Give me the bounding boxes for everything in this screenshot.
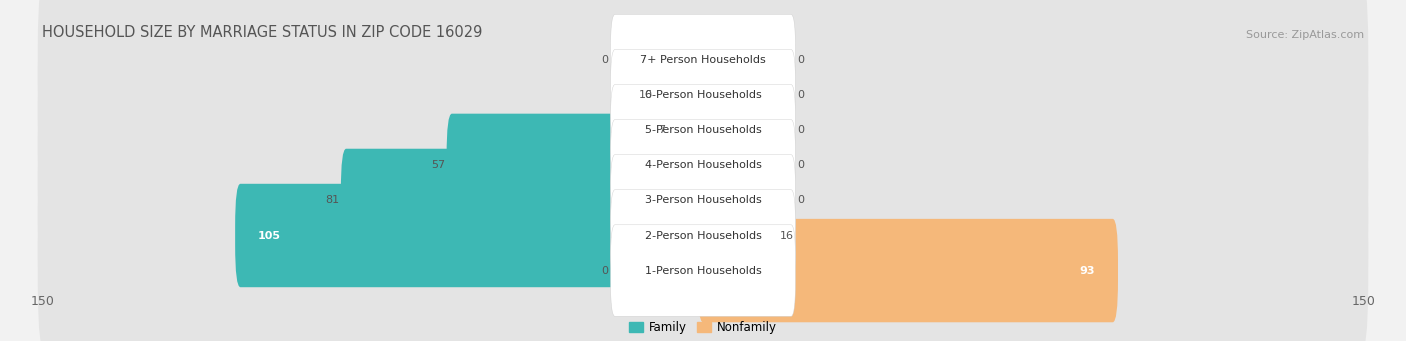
Text: 93: 93 bbox=[1080, 266, 1095, 276]
Text: 2-Person Households: 2-Person Households bbox=[644, 231, 762, 240]
FancyBboxPatch shape bbox=[38, 46, 1368, 215]
FancyBboxPatch shape bbox=[340, 149, 709, 252]
Text: 105: 105 bbox=[259, 231, 281, 240]
FancyBboxPatch shape bbox=[610, 190, 796, 281]
FancyBboxPatch shape bbox=[654, 44, 709, 147]
FancyBboxPatch shape bbox=[610, 120, 796, 211]
FancyBboxPatch shape bbox=[447, 114, 709, 217]
Text: 10: 10 bbox=[638, 90, 652, 100]
FancyBboxPatch shape bbox=[610, 155, 796, 246]
Text: 0: 0 bbox=[797, 160, 804, 170]
Text: 3-Person Households: 3-Person Households bbox=[644, 195, 762, 205]
FancyBboxPatch shape bbox=[38, 151, 1368, 320]
Text: 6-Person Households: 6-Person Households bbox=[644, 90, 762, 100]
Text: 4-Person Households: 4-Person Households bbox=[644, 160, 762, 170]
FancyBboxPatch shape bbox=[38, 186, 1368, 341]
Text: 0: 0 bbox=[797, 195, 804, 205]
Text: 0: 0 bbox=[602, 266, 609, 276]
Legend: Family, Nonfamily: Family, Nonfamily bbox=[624, 316, 782, 339]
Text: 0: 0 bbox=[797, 90, 804, 100]
Text: 16: 16 bbox=[780, 231, 794, 240]
FancyBboxPatch shape bbox=[610, 14, 796, 106]
FancyBboxPatch shape bbox=[38, 0, 1368, 145]
FancyBboxPatch shape bbox=[38, 116, 1368, 285]
Text: 0: 0 bbox=[797, 55, 804, 65]
Text: 7+ Person Households: 7+ Person Households bbox=[640, 55, 766, 65]
Text: HOUSEHOLD SIZE BY MARRIAGE STATUS IN ZIP CODE 16029: HOUSEHOLD SIZE BY MARRIAGE STATUS IN ZIP… bbox=[42, 25, 482, 40]
FancyBboxPatch shape bbox=[697, 184, 779, 287]
FancyBboxPatch shape bbox=[610, 225, 796, 316]
Text: 0: 0 bbox=[797, 125, 804, 135]
FancyBboxPatch shape bbox=[38, 11, 1368, 180]
Text: 81: 81 bbox=[325, 195, 339, 205]
Text: 0: 0 bbox=[602, 55, 609, 65]
FancyBboxPatch shape bbox=[610, 85, 796, 176]
Text: 5-Person Households: 5-Person Households bbox=[644, 125, 762, 135]
Text: 1-Person Households: 1-Person Households bbox=[644, 266, 762, 276]
Text: Source: ZipAtlas.com: Source: ZipAtlas.com bbox=[1246, 30, 1364, 40]
Text: 7: 7 bbox=[658, 125, 665, 135]
FancyBboxPatch shape bbox=[38, 81, 1368, 250]
FancyBboxPatch shape bbox=[666, 79, 709, 182]
Text: 57: 57 bbox=[432, 160, 446, 170]
FancyBboxPatch shape bbox=[697, 219, 1118, 322]
FancyBboxPatch shape bbox=[610, 49, 796, 141]
FancyBboxPatch shape bbox=[235, 184, 709, 287]
